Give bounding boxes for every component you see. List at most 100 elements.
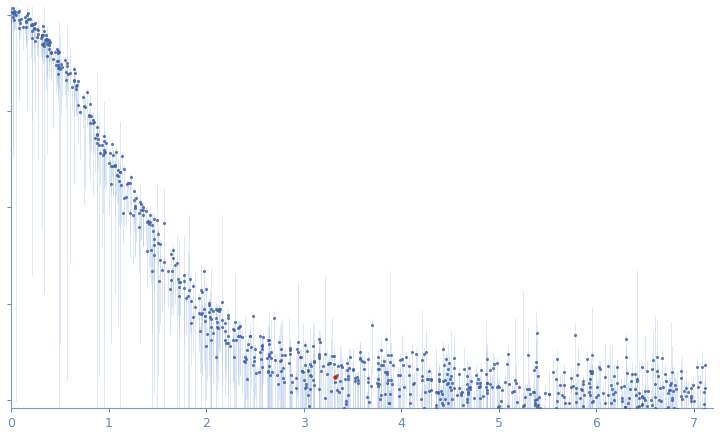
Point <box>639 388 651 395</box>
Point <box>408 380 419 387</box>
Point <box>375 392 387 399</box>
Point <box>380 335 392 342</box>
Point <box>78 102 90 109</box>
Point <box>38 28 50 35</box>
Point <box>446 396 457 403</box>
Point <box>616 395 628 402</box>
Point <box>544 391 555 398</box>
Point <box>363 399 374 406</box>
Point <box>53 58 64 65</box>
Point <box>348 366 359 373</box>
Point <box>477 392 488 399</box>
Point <box>692 415 703 422</box>
Point <box>556 410 567 417</box>
Point <box>130 194 142 201</box>
Point <box>531 329 543 336</box>
Point <box>453 370 464 377</box>
Point <box>647 402 658 409</box>
Point <box>395 356 406 363</box>
Point <box>13 24 24 31</box>
Point <box>623 406 634 413</box>
Point <box>215 306 226 313</box>
Point <box>636 364 647 371</box>
Point <box>321 371 333 378</box>
Point <box>271 371 282 378</box>
Point <box>415 395 427 402</box>
Point <box>570 399 582 406</box>
Point <box>296 368 307 375</box>
Point <box>61 60 73 67</box>
Point <box>43 45 55 52</box>
Point <box>455 392 467 399</box>
Point <box>173 293 184 300</box>
Point <box>103 159 114 166</box>
Point <box>654 427 665 434</box>
Point <box>219 327 230 334</box>
Point <box>423 376 434 383</box>
Point <box>474 395 485 402</box>
Point <box>204 313 216 320</box>
Point <box>667 368 678 375</box>
Point <box>199 305 210 312</box>
Point <box>518 402 530 409</box>
Point <box>534 393 545 400</box>
Point <box>372 354 384 361</box>
Point <box>539 389 551 396</box>
Point <box>432 390 444 397</box>
Point <box>112 166 123 173</box>
Point <box>36 33 48 40</box>
Point <box>20 17 32 24</box>
Point <box>698 388 710 395</box>
Point <box>196 289 207 296</box>
Point <box>184 287 195 294</box>
Point <box>207 329 218 336</box>
Point <box>608 396 619 403</box>
Point <box>572 361 583 368</box>
Point <box>405 399 416 406</box>
Point <box>504 381 516 388</box>
Point <box>75 108 86 115</box>
Point <box>125 179 136 186</box>
Point <box>585 392 596 399</box>
Point <box>374 396 385 403</box>
Point <box>418 351 429 358</box>
Point <box>269 356 281 363</box>
Point <box>210 305 221 312</box>
Point <box>464 383 476 390</box>
Point <box>15 15 27 22</box>
Point <box>140 208 151 215</box>
Point <box>417 377 428 384</box>
Point <box>431 401 442 408</box>
Point <box>101 140 112 147</box>
Point <box>675 425 687 432</box>
Point <box>382 371 393 378</box>
Point <box>325 387 337 394</box>
Point <box>679 429 690 436</box>
Point <box>341 360 353 367</box>
Point <box>385 351 397 358</box>
Point <box>44 39 55 46</box>
Point <box>696 364 708 371</box>
Point <box>447 418 459 425</box>
Point <box>421 375 433 382</box>
Point <box>636 393 648 400</box>
Point <box>437 346 449 353</box>
Point <box>510 379 522 386</box>
Point <box>665 382 676 389</box>
Point <box>544 409 555 416</box>
Point <box>449 385 460 392</box>
Point <box>133 223 145 230</box>
Point <box>313 352 325 359</box>
Point <box>473 383 485 390</box>
Point <box>336 363 348 370</box>
Point <box>148 241 160 248</box>
Point <box>148 227 159 234</box>
Point <box>664 386 675 393</box>
Point <box>184 276 196 283</box>
Point <box>329 374 341 381</box>
Point <box>63 71 74 78</box>
Point <box>503 402 514 409</box>
Point <box>500 361 512 368</box>
Point <box>194 295 205 302</box>
Point <box>138 206 149 213</box>
